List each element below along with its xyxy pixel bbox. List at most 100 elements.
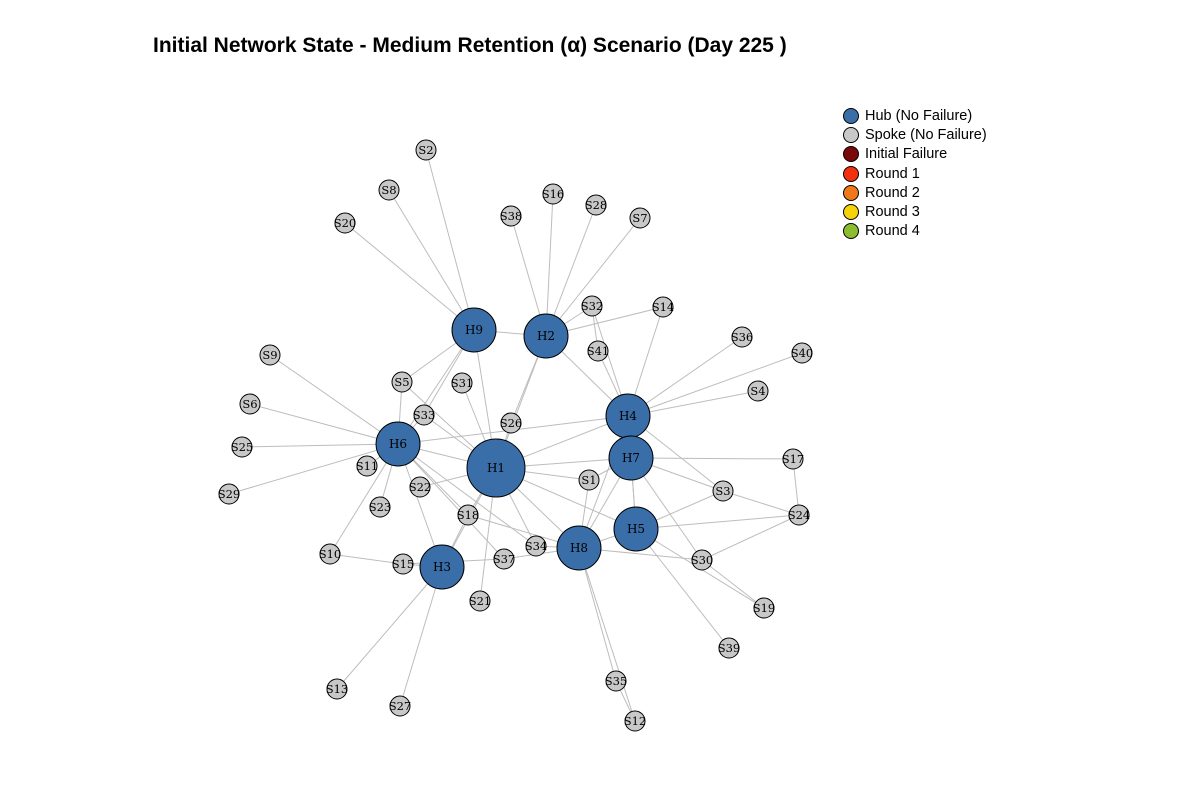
node-label: S33 bbox=[413, 408, 436, 422]
node-label: S18 bbox=[457, 508, 480, 522]
node-label: H7 bbox=[622, 451, 640, 465]
node-label: S19 bbox=[753, 601, 776, 615]
node-s4: S4 bbox=[747, 380, 769, 402]
spoke-circle bbox=[231, 436, 253, 458]
node-label: S22 bbox=[409, 480, 432, 494]
node-label: S16 bbox=[542, 187, 565, 201]
node-s15: S15 bbox=[392, 553, 415, 575]
edge-h8-s12 bbox=[578, 547, 636, 722]
edge-h5-s39 bbox=[635, 528, 730, 649]
edge-h6-s9 bbox=[269, 354, 399, 445]
node-s8: S8 bbox=[378, 179, 400, 201]
node-s34: S34 bbox=[525, 535, 548, 557]
node-s6: S6 bbox=[239, 393, 261, 415]
node-s1: S1 bbox=[578, 469, 600, 491]
node-label: S35 bbox=[605, 674, 628, 688]
nodes-layer: H1 H2 H3 H4 H5 H6 H7 H8 H9 S1 S2 S3 S4 S5 S6 S7 S8 S9 S10 S… bbox=[218, 139, 813, 732]
node-s16: S16 bbox=[542, 183, 565, 205]
legend-item-round-1: Round 1 bbox=[843, 164, 987, 183]
node-label: S8 bbox=[381, 183, 396, 197]
chart-title: Initial Network State - Medium Retention… bbox=[153, 34, 787, 57]
spoke-circle bbox=[391, 371, 413, 393]
legend-label: Spoke (No Failure) bbox=[865, 126, 987, 143]
edge-h8-s35 bbox=[578, 547, 617, 682]
node-h7: H7 bbox=[608, 435, 654, 481]
hub-circle bbox=[613, 506, 659, 552]
spoke-circle bbox=[791, 342, 813, 364]
edge-h6-s25 bbox=[241, 443, 399, 448]
spoke-circle bbox=[500, 412, 522, 434]
node-s19: S19 bbox=[753, 597, 776, 619]
spoke-circle bbox=[469, 590, 491, 612]
node-s31: S31 bbox=[451, 372, 473, 394]
edge-h5-s24 bbox=[635, 514, 800, 530]
spoke-circle bbox=[356, 455, 378, 477]
hub-circle bbox=[451, 307, 497, 353]
node-s11: S11 bbox=[356, 455, 378, 477]
node-label: S14 bbox=[652, 300, 675, 314]
legend-item-round-2: Round 2 bbox=[843, 183, 987, 202]
edge-h3-s27 bbox=[399, 566, 443, 707]
node-s25: S25 bbox=[231, 436, 253, 458]
node-s39: S39 bbox=[718, 637, 741, 659]
node-s40: S40 bbox=[791, 342, 813, 364]
node-h4: H4 bbox=[605, 393, 651, 439]
edges-layer bbox=[228, 149, 803, 722]
node-h5: H5 bbox=[613, 506, 659, 552]
legend-item-round-3: Round 3 bbox=[843, 202, 987, 221]
node-label: S17 bbox=[782, 452, 805, 466]
node-label: S2 bbox=[418, 143, 433, 157]
node-label: S39 bbox=[718, 641, 741, 655]
node-label: S41 bbox=[587, 344, 610, 358]
spoke-circle bbox=[409, 476, 431, 498]
legend-label: Round 3 bbox=[865, 204, 920, 221]
edge-h4-s40 bbox=[627, 352, 803, 417]
edge-h6-s34 bbox=[397, 443, 537, 547]
edge-s30-s19 bbox=[701, 559, 765, 609]
edge-h9-s8 bbox=[388, 189, 475, 331]
node-s29: S29 bbox=[218, 483, 240, 505]
hub-circle bbox=[375, 421, 421, 467]
node-s36: S36 bbox=[731, 326, 753, 348]
node-label: H5 bbox=[627, 522, 645, 536]
node-s2: S2 bbox=[415, 139, 437, 161]
node-s38: S38 bbox=[500, 205, 522, 227]
spoke-circle bbox=[334, 212, 356, 234]
spoke-circle bbox=[581, 295, 603, 317]
node-s41: S41 bbox=[587, 340, 610, 362]
node-s7: S7 bbox=[629, 207, 651, 229]
node-s9: S9 bbox=[259, 344, 281, 366]
node-s12: S12 bbox=[624, 710, 647, 732]
node-label: S1 bbox=[581, 473, 596, 487]
spoke-circle bbox=[578, 469, 600, 491]
spoke-circle bbox=[542, 183, 564, 205]
edge-h6-s29 bbox=[228, 443, 399, 495]
node-s30: S30 bbox=[691, 549, 713, 571]
node-label: S27 bbox=[389, 699, 412, 713]
spoke-circle bbox=[239, 393, 261, 415]
edge-s24-s30 bbox=[701, 514, 800, 561]
node-s33: S33 bbox=[413, 404, 436, 426]
node-label: S6 bbox=[242, 397, 257, 411]
edge-s15-s10 bbox=[329, 553, 404, 565]
node-s26: S26 bbox=[500, 412, 522, 434]
node-label: S12 bbox=[624, 714, 647, 728]
node-s18: S18 bbox=[457, 504, 480, 526]
spoke-circle bbox=[392, 553, 414, 575]
node-label: H6 bbox=[389, 437, 407, 451]
hub-circle bbox=[608, 435, 654, 481]
spoke-circle bbox=[413, 404, 435, 426]
spoke-circle bbox=[389, 695, 411, 717]
spoke-circle bbox=[259, 344, 281, 366]
round-3-swatch-icon bbox=[843, 204, 859, 221]
legend-item-initial-failure: Initial Failure bbox=[843, 145, 987, 164]
node-h6: H6 bbox=[375, 421, 421, 467]
legend-label: Initial Failure bbox=[865, 146, 948, 163]
spoke-circle bbox=[718, 637, 740, 659]
spoke-circle bbox=[451, 372, 473, 394]
node-label: S15 bbox=[392, 557, 415, 571]
node-label: S9 bbox=[262, 348, 277, 362]
node-label: S34 bbox=[525, 539, 548, 553]
hub-circle bbox=[523, 313, 569, 359]
